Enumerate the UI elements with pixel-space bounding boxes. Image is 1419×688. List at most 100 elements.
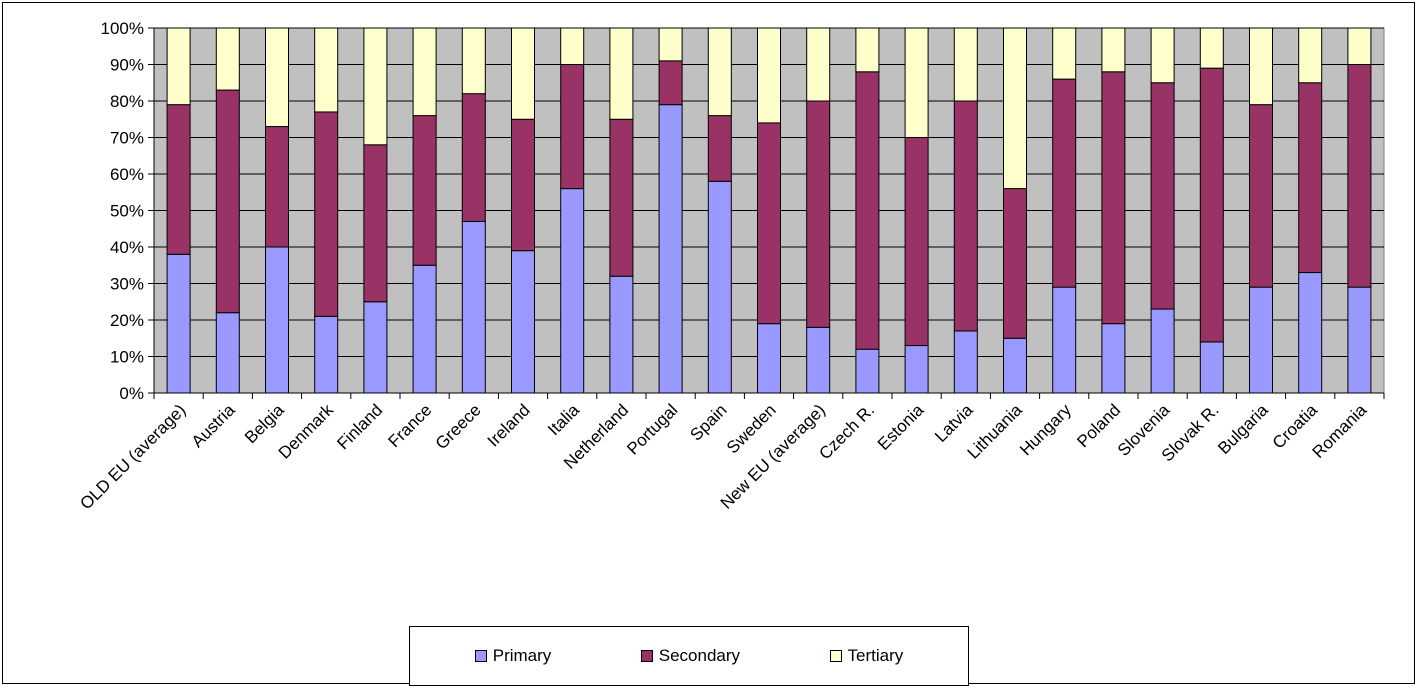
y-tick-label: 40% [110, 238, 144, 257]
bar-segment-primary [806, 326, 831, 394]
legend-swatch-secondary [640, 650, 653, 662]
x-category-label: Greece [432, 400, 485, 453]
bar-segment-secondary [511, 118, 535, 252]
bar-segment-tertiary [757, 27, 781, 124]
legend-swatch-primary [474, 650, 487, 662]
bar-segment-tertiary [609, 27, 634, 120]
bar-segment-primary [511, 250, 535, 394]
legend-label-tertiary: Tertiary [847, 646, 904, 665]
bar-segment-secondary [658, 60, 683, 106]
y-tick-label: 20% [110, 311, 144, 330]
bar-segment-tertiary [1347, 27, 1372, 65]
bar-segment-primary [707, 180, 732, 394]
bar-segment-primary [560, 188, 585, 394]
x-category-label: OLD EU (average) [76, 400, 189, 513]
bar-segment-secondary [363, 144, 388, 303]
bar-segment-primary [1052, 286, 1077, 394]
bar-segment-secondary [757, 122, 781, 325]
x-category-label: Spain [686, 400, 730, 444]
bar-segment-tertiary [1249, 27, 1273, 106]
y-tick-label: 30% [110, 275, 144, 294]
bar-segment-primary [1101, 323, 1126, 394]
bar-segment-tertiary [412, 27, 437, 117]
y-tick-label: 0% [119, 384, 144, 403]
bar-segment-tertiary [707, 27, 732, 117]
x-category-label: France [385, 400, 436, 451]
bar-segment-primary [953, 330, 978, 394]
bar-segment-tertiary [1101, 27, 1126, 73]
legend-item-tertiary: Tertiary [829, 646, 904, 666]
bar-segment-primary [1347, 286, 1372, 394]
bar-segment-tertiary [314, 27, 339, 113]
bar-segment-primary [412, 264, 437, 394]
bar-segment-secondary [806, 100, 831, 328]
bar-segment-primary [757, 323, 781, 394]
y-tick-label: 60% [110, 165, 144, 184]
y-tick-label: 90% [110, 56, 144, 75]
bar-segment-primary [215, 312, 240, 394]
bar-segment-secondary [412, 115, 437, 266]
bar-segment-tertiary [166, 27, 191, 106]
legend-item-secondary: Secondary [640, 646, 741, 666]
bar-segment-secondary [1052, 78, 1077, 288]
x-category-label: Estonia [874, 400, 928, 454]
bar-segment-secondary [1298, 82, 1323, 274]
bar-segment-tertiary [658, 27, 683, 62]
bar-segment-primary [609, 275, 634, 394]
x-category-label: Bulgaria [1214, 400, 1272, 458]
bar-segment-tertiary [1052, 27, 1077, 80]
bar-segment-primary [1249, 286, 1273, 394]
legend-item-primary: Primary [474, 646, 551, 666]
bar-segment-secondary [904, 137, 929, 347]
bar-segment-secondary [314, 111, 339, 317]
bar-segment-primary [1003, 337, 1027, 394]
x-category-label: Portugal [623, 400, 681, 458]
bar-segment-primary [265, 246, 289, 394]
bar-segment-secondary [1101, 71, 1126, 325]
x-category-label: Romania [1309, 400, 1371, 462]
bar-segment-secondary [953, 100, 978, 332]
x-category-label: Denmark [275, 400, 338, 463]
chart-legend: Primary Secondary Tertiary [409, 626, 969, 686]
bar-segment-secondary [1150, 82, 1175, 310]
x-category-label: Ireland [484, 400, 534, 450]
bar-segment-primary [904, 345, 929, 394]
bar-segment-tertiary [1003, 27, 1027, 190]
x-category-label: Belgia [241, 400, 288, 447]
bar-segment-secondary [560, 64, 585, 190]
bar-segment-primary [314, 315, 339, 394]
y-tick-label: 100% [101, 19, 144, 38]
bar-segment-tertiary [1298, 27, 1323, 84]
bar-segment-secondary [215, 89, 240, 314]
bar-segment-secondary [855, 71, 880, 350]
bar-segment-tertiary [904, 27, 929, 138]
x-category-label: Italia [544, 400, 583, 439]
bar-segment-secondary [707, 115, 732, 182]
bar-segment-tertiary [953, 27, 978, 102]
bar-segment-secondary [166, 104, 191, 255]
bar-segment-secondary [1199, 67, 1224, 343]
bar-segment-secondary [1003, 188, 1027, 339]
bar-segment-tertiary [363, 27, 388, 146]
bar-segment-primary [658, 104, 683, 394]
bar-segment-tertiary [1199, 27, 1224, 69]
legend-swatch-tertiary [829, 650, 842, 662]
bar-segment-secondary [265, 126, 289, 248]
bar-segment-primary [1150, 308, 1175, 394]
bar-segment-tertiary [461, 27, 486, 95]
bar-segment-primary [461, 220, 486, 394]
bar-segment-tertiary [215, 27, 240, 91]
bar-segment-primary [1298, 272, 1323, 394]
y-tick-label: 50% [110, 202, 144, 221]
legend-label-secondary: Secondary [658, 646, 741, 665]
bar-segment-tertiary [855, 27, 880, 73]
y-tick-label: 80% [110, 92, 144, 111]
bar-segment-primary [166, 253, 191, 394]
x-category-label: Hungary [1016, 400, 1075, 459]
bar-segment-primary [1199, 341, 1224, 394]
bar-segment-secondary [1347, 64, 1372, 288]
bar-segment-secondary [461, 93, 486, 222]
bar-segment-primary [855, 348, 880, 394]
y-tick-label: 10% [110, 348, 144, 367]
